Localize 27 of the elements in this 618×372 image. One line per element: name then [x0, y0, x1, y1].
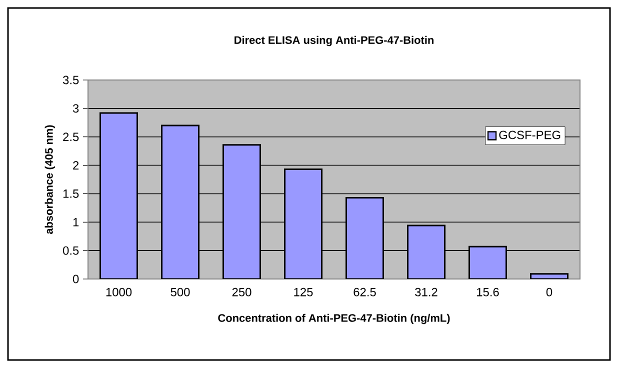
x-tick-label: 62.5	[354, 288, 376, 296]
chart-title: Direct ELISA using Anti-PEG-47-Biotin	[234, 36, 434, 46]
y-tick-label: 3	[72, 104, 79, 113]
y-tick-label: 3.5	[62, 76, 79, 84]
x-tick-label: 500	[170, 288, 190, 296]
y-tick-label: 2.5	[63, 132, 79, 142]
bar	[346, 198, 384, 279]
x-tick-label: 0	[546, 288, 552, 296]
x-tick-label: 31.2	[415, 288, 438, 296]
y-tick-label: 1.5	[63, 190, 79, 198]
x-tick-label: 1000	[106, 288, 132, 296]
legend-label: GCSF-PEG	[499, 130, 560, 140]
x-axis-title: Concentration of Anti-PEG-47-Biotin (ng/mL)	[218, 314, 450, 324]
bar	[469, 246, 506, 279]
bar	[223, 144, 260, 279]
y-tick-label: 0	[72, 274, 79, 284]
bar	[162, 125, 199, 279]
x-tick-label: 250	[232, 288, 252, 296]
y-tick-label: 2	[73, 161, 79, 170]
bar	[100, 112, 138, 279]
x-tick-label: 15.6	[477, 288, 499, 296]
y-axis-title: absorbance (405 nm)	[44, 125, 56, 234]
bar	[408, 226, 445, 279]
bar	[284, 169, 322, 279]
y-tick-label: 0.5	[63, 246, 79, 255]
y-tick-label: 1	[73, 218, 79, 226]
x-tick-label: 125	[294, 288, 313, 296]
